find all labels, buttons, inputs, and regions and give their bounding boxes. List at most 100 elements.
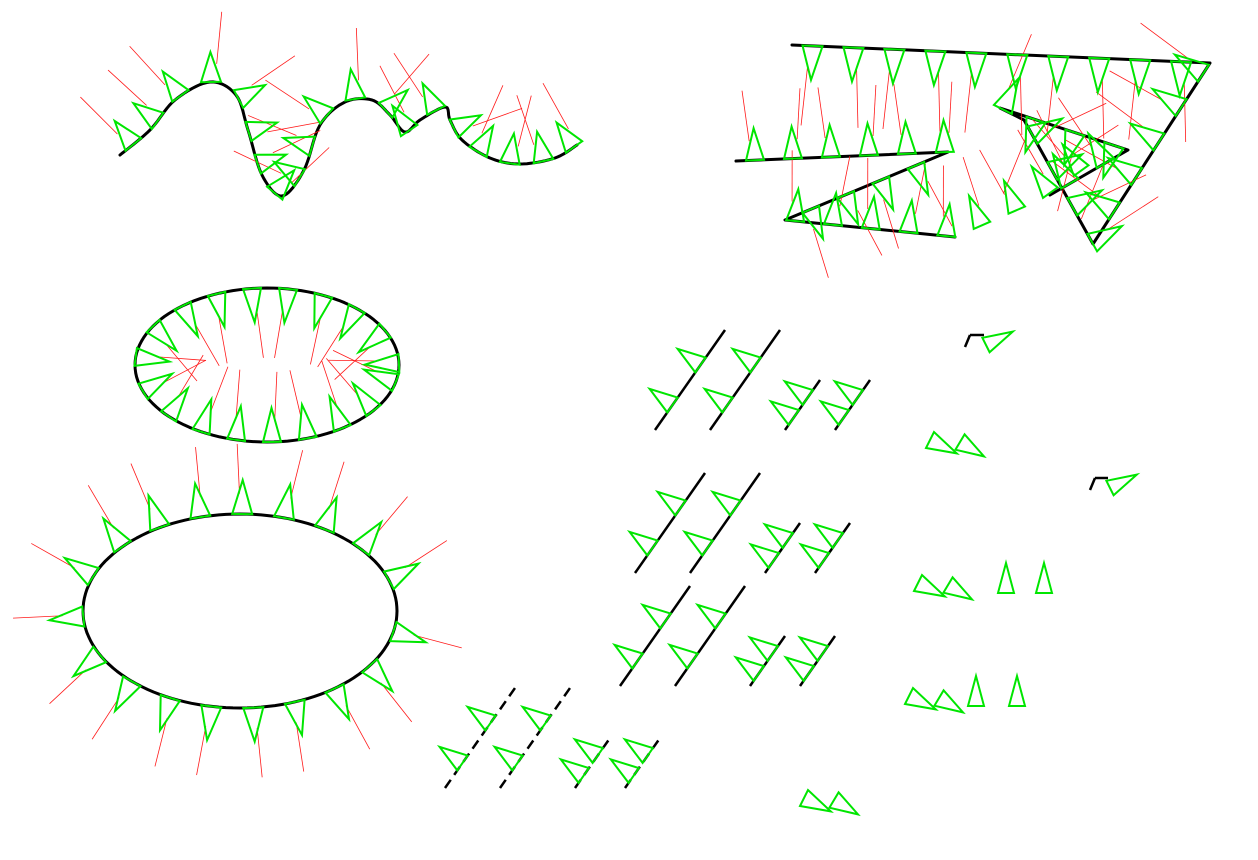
marker-triangle	[800, 204, 825, 243]
marker-triangle	[611, 643, 645, 671]
marker-triangle	[1087, 56, 1111, 96]
marker-triangle	[681, 530, 715, 558]
marker-triangle	[818, 399, 851, 427]
normal-line	[49, 669, 87, 704]
marker-triangle	[558, 757, 591, 785]
marker-triangle	[1171, 52, 1211, 84]
normal-line	[883, 199, 899, 249]
marker-triangle	[798, 542, 831, 570]
marker-triangle	[554, 120, 584, 155]
marker-triangle	[45, 605, 86, 628]
normal-line	[295, 722, 305, 772]
normal-line	[129, 45, 166, 86]
normal-line	[236, 443, 240, 494]
marker-triangle	[241, 286, 263, 327]
marker-triangle	[1169, 60, 1193, 100]
marker-triangle	[744, 124, 766, 162]
marker-triangle	[783, 655, 816, 683]
normal-line	[1046, 76, 1054, 137]
marker-triangle	[355, 321, 393, 355]
marker-triangle	[608, 757, 641, 785]
marker-triangle	[206, 290, 227, 331]
marker-triangle	[1128, 58, 1152, 98]
marker-triangle	[980, 329, 1017, 354]
normal-line	[1051, 160, 1100, 197]
marker-triangle	[733, 655, 766, 683]
row-d-stroke	[573, 737, 612, 789]
normal-line	[265, 79, 310, 110]
marker-triangle	[1149, 87, 1189, 118]
normal-line	[962, 156, 980, 206]
normal-line	[1095, 91, 1145, 128]
row-a-stroke	[653, 329, 727, 431]
normal-line	[216, 11, 223, 64]
normal-line	[856, 68, 859, 128]
marker-triangle	[172, 300, 200, 340]
normal-line	[321, 360, 338, 409]
normal-line	[251, 55, 296, 86]
normal-layer	[13, 11, 1189, 778]
marker-triangle	[112, 118, 143, 153]
normal-line	[326, 358, 360, 397]
normal-line	[1080, 163, 1105, 220]
marker-triangle	[351, 519, 384, 557]
marker-triangle	[1102, 140, 1125, 182]
marker-triangle	[626, 530, 660, 558]
row-a-stroke	[708, 329, 782, 431]
normal-line	[542, 82, 569, 130]
marker-triangle	[360, 657, 395, 694]
marker-triangle	[941, 575, 975, 602]
normal-line	[256, 727, 263, 778]
marker-triangle	[313, 291, 334, 332]
normal-line	[1007, 34, 1032, 90]
marker-triangle	[934, 116, 956, 154]
normal-line	[1058, 97, 1093, 148]
normal-line	[272, 130, 321, 154]
marker-triangle	[190, 395, 213, 436]
marker-triangle	[748, 542, 781, 570]
normal-line	[164, 342, 198, 382]
marker-triangle	[350, 380, 383, 418]
normal-line	[800, 66, 809, 126]
marker-triangle	[225, 402, 247, 443]
marker-triangle	[858, 119, 880, 157]
normal-line	[290, 450, 304, 499]
marker-triangle	[709, 490, 743, 518]
normal-line	[267, 121, 319, 133]
marker-triangle	[130, 101, 166, 131]
marker-triangle	[729, 347, 763, 375]
marker-triangle	[935, 200, 957, 239]
normal-line	[209, 366, 229, 414]
marker-triangle	[344, 66, 367, 102]
marker-triangle	[360, 352, 401, 374]
normal-line	[857, 210, 883, 256]
marker-triangle	[147, 492, 171, 533]
normal-line	[345, 705, 371, 750]
normal-line	[796, 88, 801, 140]
marker-triangle	[390, 103, 420, 138]
marker-triangle	[827, 790, 861, 817]
marker-triangle	[200, 703, 223, 744]
marker-triangle	[101, 515, 133, 554]
marker-triangle	[1104, 472, 1141, 497]
marker-triangle	[144, 318, 180, 354]
marker-triangle	[253, 153, 290, 176]
normal-line	[107, 69, 147, 106]
normal-line	[481, 85, 504, 134]
marker-triangle	[842, 46, 865, 86]
marker-triangle	[898, 196, 919, 235]
normal-line	[274, 371, 278, 422]
marker-triangle	[1047, 54, 1070, 94]
marker-triangle	[244, 120, 281, 143]
marker-triangle	[924, 49, 947, 89]
marker-triangle	[822, 189, 844, 227]
marker-triangle	[835, 189, 860, 228]
normal-line	[839, 156, 851, 207]
marker-triangle	[388, 620, 430, 644]
marker-triangle	[1065, 188, 1106, 218]
marker-triangle	[283, 698, 306, 739]
normal-line	[1128, 80, 1136, 140]
marker-triangle	[832, 379, 865, 407]
normal-line	[1107, 196, 1159, 230]
normal-line	[882, 69, 890, 130]
